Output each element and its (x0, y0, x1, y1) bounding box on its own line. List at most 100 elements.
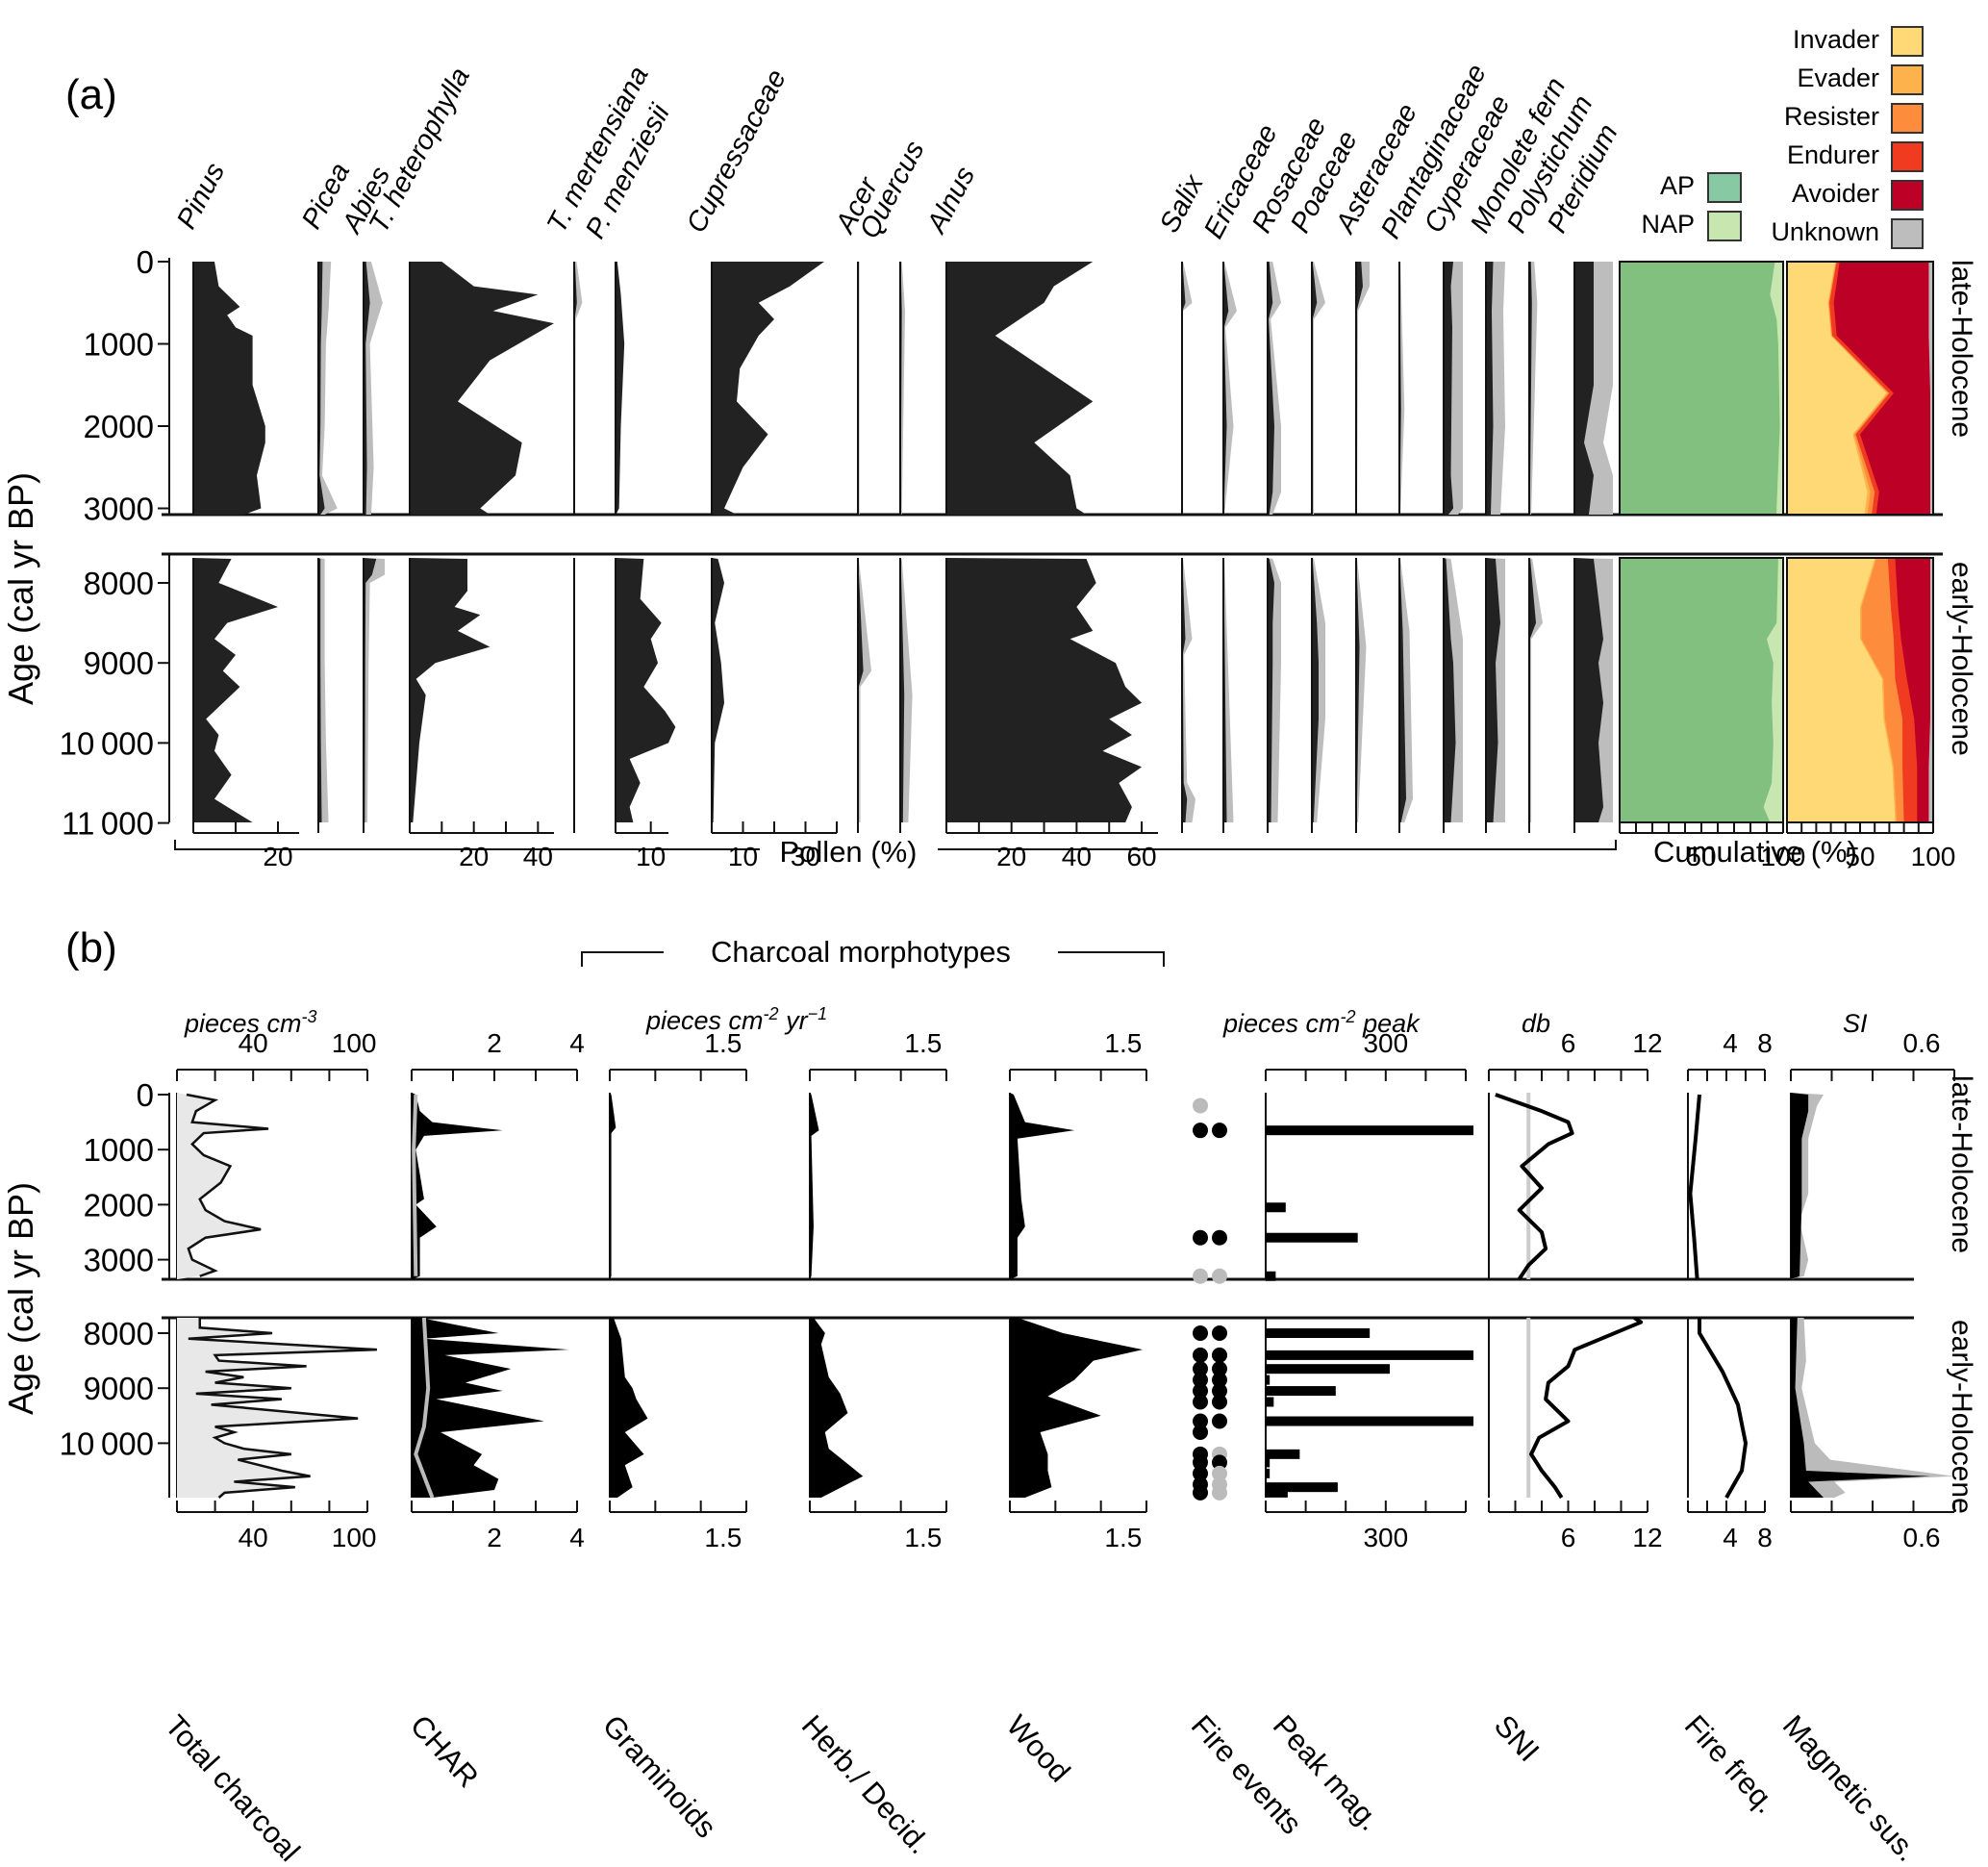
fire-event-dot (1193, 1372, 1208, 1388)
graminoids-area (610, 1093, 617, 1279)
herb-decid-area (810, 1093, 819, 1279)
series-column-wood: Wood (1000, 1069, 1147, 1788)
x-tick-label: 20 (459, 842, 489, 871)
x-tick-label-bottom: 1.5 (904, 1523, 942, 1552)
pollen-area (1486, 262, 1494, 515)
legend-swatch-avoider (1891, 180, 1924, 211)
fire-event-dot (1193, 1325, 1208, 1341)
fire-event-dot (1193, 1394, 1208, 1410)
age-tick-label: 8000 (84, 1316, 154, 1351)
pollen-area (1444, 558, 1456, 822)
x-tick-label: 10 (728, 842, 758, 871)
legend-fire-traits: Invader Evader Resister Endurer Avoider Unkno… (1771, 25, 1924, 249)
peak-bar (1266, 1125, 1473, 1136)
x-tick-label: 100 (1911, 842, 1956, 871)
series-label-char: CHAR (404, 1708, 486, 1794)
x-tick-label-bottom: 0.6 (1903, 1523, 1941, 1552)
char-background-line (412, 1094, 418, 1276)
ap-area (1620, 262, 1780, 515)
x-tick-label-top: 40 (239, 1028, 268, 1058)
pollen-area (193, 262, 265, 515)
fire-event-dot (1212, 1372, 1227, 1388)
peak-bar (1266, 1271, 1276, 1281)
char-background-line (414, 1317, 435, 1499)
x-tick-label-top: 0.6 (1903, 1028, 1941, 1058)
pollen-area (1182, 558, 1188, 822)
series-label-graminoids: Graminoids (596, 1708, 723, 1844)
legend-swatch-invader (1891, 26, 1924, 57)
pollen-area (1574, 262, 1594, 515)
total-charcoal-line (186, 1093, 269, 1277)
age-tick-label: 10 000 (60, 725, 154, 761)
fire-event-dot (1212, 1383, 1227, 1400)
peak-bar (1266, 1416, 1473, 1426)
legend-swatch-resister (1891, 103, 1924, 134)
fire-event-dot (1193, 1383, 1208, 1400)
unit-charcoal-flux: pieces cm-2 yr−1 (645, 1004, 827, 1035)
series-label-total-charcoal: Total charcoal (159, 1708, 307, 1867)
legend-swatch-unknown (1891, 218, 1924, 249)
legend-label-invader: Invader (1793, 25, 1879, 54)
x-tick-label-top: 1.5 (1104, 1028, 1142, 1058)
pollen-area (712, 262, 824, 515)
x-tick-label-bottom: 40 (239, 1523, 268, 1552)
series-column-peak-mag: Peak mag. (1265, 1069, 1473, 1837)
magnetic-sus-area (1791, 1318, 1931, 1498)
early-holocene-label-b: early-Holocene (1946, 1320, 1977, 1514)
age-tick-label: 1000 (84, 327, 154, 363)
cumulative-fire-traits (1786, 261, 1934, 823)
unit-total-charcoal: pieces cm-3 (184, 1007, 317, 1038)
x-tick-label-top: 1.5 (704, 1028, 742, 1058)
x-tick-label: 100 (1761, 842, 1806, 871)
taxon-column-p-menziesii: P. menziesii (580, 98, 677, 834)
trait-area-invader (1787, 262, 1887, 515)
char-area (412, 1318, 569, 1498)
pollen-area (1574, 558, 1603, 822)
taxon-column-abies: Abies (336, 162, 396, 833)
legend-label-evader: Evader (1797, 63, 1879, 92)
x-tick-label: 50 (1845, 842, 1875, 871)
peak-bar (1266, 1457, 1271, 1468)
unit-peak-magnitude: pieces cm-2 peak (1222, 1007, 1421, 1038)
pollen-area (1312, 558, 1319, 822)
x-tick-label-top: 100 (332, 1028, 377, 1058)
fire-event-dot (1193, 1413, 1208, 1429)
fire-event-dot (1212, 1413, 1227, 1429)
fire-event-dot (1212, 1325, 1227, 1341)
fire-event-dot (1212, 1347, 1227, 1363)
x-tick-label-bottom: 8 (1757, 1523, 1773, 1552)
pollen-group-label: Pollen (%) (780, 835, 918, 869)
x-tick-label-top: 4 (1723, 1028, 1738, 1058)
pollen-area (364, 262, 370, 515)
pollen-area (946, 262, 1094, 515)
legend-swatch-nap (1707, 211, 1742, 241)
x-tick-label-bottom: 4 (569, 1523, 585, 1552)
taxon-column-pteridium: Pteridium (1542, 119, 1624, 833)
herb-decid-area (810, 1318, 864, 1498)
peak-bar (1266, 1350, 1473, 1360)
series-column-herb-decid: Herb./ Decid. (795, 1069, 947, 1860)
fire-event-dot (1212, 1229, 1227, 1246)
taxon-column-cupressaceae: Cupressaceae (681, 64, 838, 834)
taxon-column-t-heterophylla: T. heterophylla (364, 63, 554, 834)
exaggeration-area (318, 262, 338, 515)
cumulative-ap-nap (1619, 261, 1784, 823)
x-tick-label-bottom: 1.5 (1104, 1523, 1142, 1552)
peak-bar (1266, 1375, 1271, 1385)
fire-freq-line (1688, 1094, 1701, 1279)
exaggeration-area (364, 262, 383, 515)
pollen-area (858, 558, 864, 822)
series-label-herb-decid: Herb./ Decid. (795, 1708, 937, 1860)
age-tick-label: 10 000 (60, 1425, 154, 1461)
taxon-label-t-heterophylla: T. heterophylla (364, 63, 476, 238)
legend-label-resister: Resister (1784, 102, 1879, 131)
fire-event-dot (1212, 1484, 1227, 1501)
panel-b-label: (b) (65, 924, 117, 971)
pollen-area (1268, 262, 1274, 515)
fire-event-dot (1212, 1465, 1227, 1481)
age-tick-label: 0 (137, 244, 154, 280)
ap-frame (1619, 261, 1784, 516)
x-tick-label: 40 (1062, 842, 1092, 871)
fire-event-dot (1212, 1123, 1227, 1139)
pollen-area (1223, 262, 1229, 515)
